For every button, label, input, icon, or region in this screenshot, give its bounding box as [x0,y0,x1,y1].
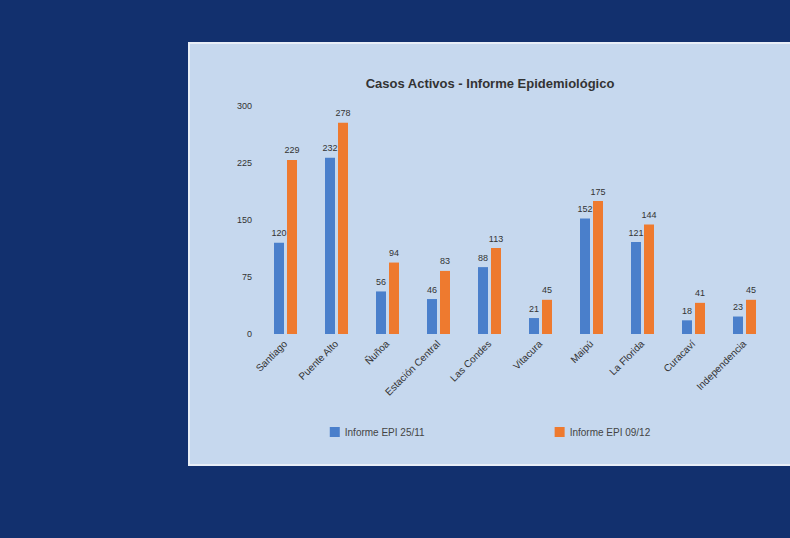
svg-text:Vitacura: Vitacura [511,338,545,372]
svg-text:Independencia: Independencia [694,338,748,392]
svg-text:Curacaví: Curacaví [661,338,697,374]
svg-text:18: 18 [682,306,692,316]
svg-text:Puente Alto: Puente Alto [296,338,340,382]
svg-text:113: 113 [489,234,503,244]
svg-text:La Florida: La Florida [607,338,646,377]
svg-text:Las Condes: Las Condes [448,338,493,383]
svg-text:21: 21 [529,304,539,314]
svg-text:225: 225 [237,158,252,168]
svg-text:120: 120 [271,228,286,238]
svg-text:94: 94 [389,248,399,258]
svg-text:144: 144 [641,210,656,220]
svg-text:300: 300 [237,101,252,111]
svg-text:278: 278 [335,108,350,118]
svg-text:Informe EPI 09/12: Informe EPI 09/12 [570,427,651,438]
svg-text:46: 46 [427,285,437,295]
svg-text:175: 175 [590,187,605,197]
svg-text:23: 23 [733,302,743,312]
svg-text:150: 150 [237,215,252,225]
svg-text:229: 229 [284,145,299,155]
svg-text:121: 121 [628,228,643,238]
svg-text:41: 41 [695,288,705,298]
svg-text:56: 56 [376,277,386,287]
svg-text:83: 83 [440,256,450,266]
svg-text:45: 45 [542,285,552,295]
svg-text:0: 0 [247,329,252,339]
svg-text:88: 88 [478,253,488,263]
svg-text:45: 45 [746,285,756,295]
svg-text:152: 152 [577,204,592,214]
svg-text:75: 75 [242,272,252,282]
svg-text:232: 232 [322,143,337,153]
svg-text:Casos Activos - Informe Epidem: Casos Activos - Informe Epidemiológico [366,76,615,91]
svg-text:Ñuñoa: Ñuñoa [362,337,392,367]
svg-text:Maipú: Maipú [568,338,595,365]
svg-text:Informe EPI 25/11: Informe EPI 25/11 [345,427,425,438]
svg-text:Santiago: Santiago [254,338,290,374]
svg-text:Estación Central: Estación Central [383,338,443,398]
